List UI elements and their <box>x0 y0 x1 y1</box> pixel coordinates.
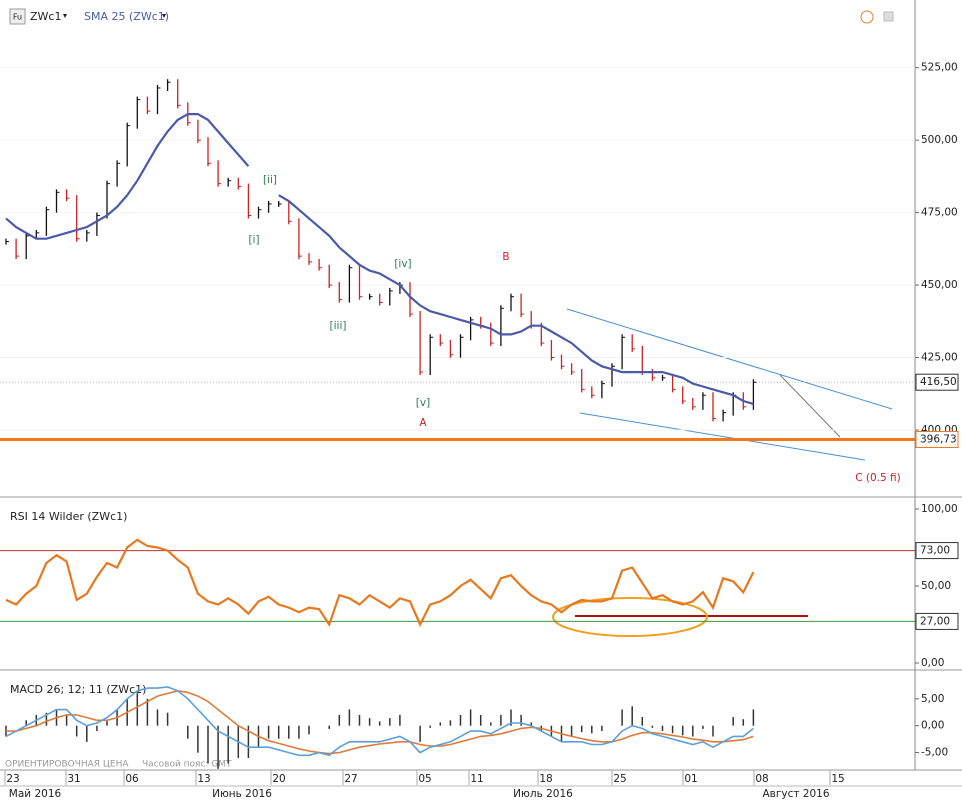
month-label: Май 2016 <box>9 788 62 800</box>
y-tick-label: 5,00 <box>921 693 944 705</box>
y-tick-label: -5,00 <box>921 747 948 759</box>
wave-label: [iii] <box>330 320 347 332</box>
channel-line <box>579 412 866 461</box>
symbol[interactable]: ZWc1 <box>30 10 61 23</box>
y-tick-label: 500,00 <box>921 134 958 146</box>
window-icon[interactable] <box>883 11 894 22</box>
y-tick-label: 450,00 <box>921 279 958 291</box>
y-tick-label: 0,00 <box>921 720 944 732</box>
month-label: Июль 2016 <box>513 788 573 800</box>
price-label: 416,50 <box>920 376 957 388</box>
rsi-line <box>5 538 755 628</box>
footer-note: Часовой пояс: GMT <box>142 760 232 770</box>
wave-label: B <box>502 251 509 263</box>
x-tick-label: 20 <box>272 773 285 785</box>
wave-label: [v] <box>416 397 430 409</box>
signal-line <box>6 689 754 755</box>
y-tick-label: 525,00 <box>921 62 958 74</box>
y-tick-label: 50,00 <box>921 580 951 592</box>
x-tick-label: 23 <box>6 773 19 785</box>
x-tick-label: 13 <box>197 773 210 785</box>
level-label-box <box>915 542 959 560</box>
y-tick-label: 0,00 <box>921 657 944 669</box>
macd-line <box>5 686 754 757</box>
wave-label: A <box>419 417 427 429</box>
indicator-label[interactable]: SMA 25 (ZWc1) <box>84 10 169 23</box>
symbol-icon-text: Fu <box>13 13 22 22</box>
clock-icon[interactable] <box>860 10 874 24</box>
sma-line <box>5 113 754 405</box>
price-label: 396,73 <box>920 434 957 446</box>
y-tick-label: 100,00 <box>921 503 958 515</box>
month-label: Июнь 2016 <box>212 788 272 800</box>
footer-note: ОРИЕНТИРОВОЧНАЯ ЦЕНА <box>5 760 129 770</box>
price-label-box <box>915 373 959 391</box>
level-label: 27,00 <box>920 615 950 627</box>
level-label: 73,00 <box>920 545 950 557</box>
x-tick-label: 08 <box>755 773 768 785</box>
projection-line <box>779 374 841 438</box>
x-tick-label: 18 <box>539 773 552 785</box>
highlight-ellipse <box>552 597 708 637</box>
y-tick-label: 475,00 <box>921 207 958 219</box>
x-tick-label: 31 <box>67 773 80 785</box>
symbol-icon[interactable] <box>9 8 26 25</box>
wave-label: C (0.5 fi) <box>855 472 901 484</box>
channel-line <box>566 308 893 410</box>
dropdown-arrow[interactable] <box>63 14 67 18</box>
y-tick-label: 425,00 <box>921 352 958 364</box>
level-label-box <box>915 612 959 630</box>
wave-label: [ii] <box>263 174 277 186</box>
x-tick-label: 05 <box>418 773 431 785</box>
macd-title[interactable]: MACD 26; 12; 11 (ZWc1) <box>10 683 146 696</box>
x-tick-label: 15 <box>831 773 844 785</box>
dropdown-arrow[interactable] <box>162 14 166 18</box>
x-tick-label: 25 <box>613 773 626 785</box>
wave-label: [i] <box>248 234 259 246</box>
x-tick-label: 11 <box>470 773 483 785</box>
month-label: Август 2016 <box>762 788 829 800</box>
rsi-title[interactable]: RSI 14 Wilder (ZWc1) <box>10 510 127 523</box>
x-tick-label: 01 <box>684 773 697 785</box>
wave-label: [iv] <box>394 258 411 270</box>
x-tick-label: 27 <box>344 773 357 785</box>
x-tick-label: 06 <box>125 773 139 785</box>
price-label-box <box>915 431 959 449</box>
